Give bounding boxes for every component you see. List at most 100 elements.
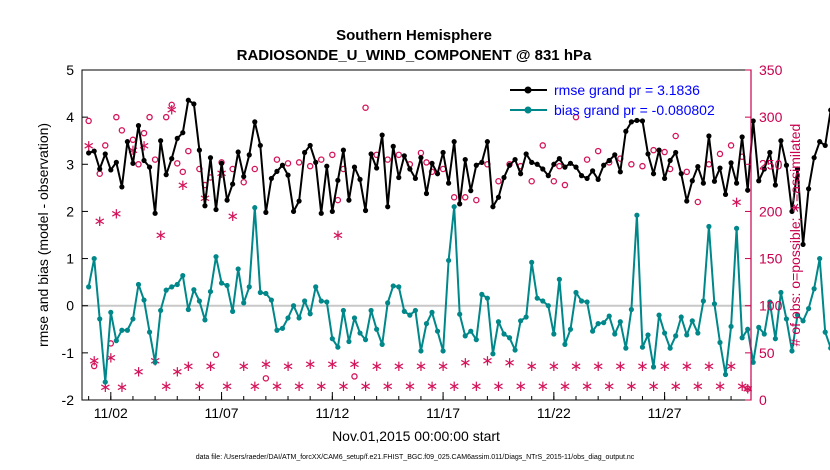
obs-possible-marker [639,162,646,170]
bias-series-point [185,306,191,313]
rmse-series-point [434,171,441,177]
bias-series-point [207,288,214,295]
bias-series-point [684,332,690,338]
rmse-series-point [656,147,662,153]
rmse-series-point [805,186,812,192]
bias-series-point [440,348,446,354]
obs-assimilated-marker: ∗ [570,357,583,375]
bias-series-point [429,309,435,315]
bias-series-point [545,303,551,309]
bias-series-point [501,331,507,337]
bias-series-point [479,291,485,297]
bias-series-point [385,300,391,306]
obs-possible-marker [716,150,724,158]
bias-series-point [357,330,363,336]
obs-assimilated-marker: ∗ [404,377,417,395]
rmse-series-point [479,159,485,165]
bias-series-point [551,331,557,337]
bias-series-point [302,298,308,304]
bias-series-point [811,286,817,292]
obs-possible-marker [384,156,391,163]
rmse-series-point [346,197,352,203]
obs-assimilated-marker: ∗ [381,377,394,395]
rmse-series-point [645,151,651,157]
obs-possible-marker [550,178,558,185]
obs-assimilated-marker: ∗ [165,101,178,119]
rmse-series-line [88,99,830,246]
bias-series-point [617,319,623,325]
rmse-series-point [263,209,269,215]
bias-series-point [241,300,247,306]
obs-assimilated-marker: ∗ [703,357,716,375]
obs-possible-marker [672,132,679,140]
bias-series-point [152,359,158,365]
legend-bias-label: bias grand pr = -0.080802 [554,102,715,118]
obs-assimilated-marker: ∗ [481,351,494,369]
obs-possible-marker [185,147,192,155]
bias-series-point [739,335,745,341]
rmse-series-point [700,180,706,186]
x-axis-label: Nov.01,2015 00:00:00 start [332,428,500,444]
bias-series-point [324,299,330,305]
bias-series-point [279,325,286,331]
right-tick-label: 300 [759,109,783,125]
bias-series-point [512,347,518,353]
obs-possible-marker [174,160,181,167]
obs-possible-marker [495,178,502,185]
rmse-series-point [185,97,191,103]
obs-assimilated-marker: ∗ [470,377,483,395]
obs-assimilated-marker: ∗ [415,357,428,375]
rmse-series-point [241,173,247,180]
obs-assimilated-marker: ∗ [154,226,167,244]
bias-series-point [595,321,601,327]
x-tick-label: 11/17 [426,405,460,421]
bias-series-point [113,338,119,344]
obs-assimilated-marker: ∗ [636,357,649,375]
bias-series-point [368,307,374,314]
right-tick-label: 50 [759,345,775,361]
obs-possible-marker [556,162,563,170]
legend-rmse-label: rmse grand pr = 3.1836 [554,82,700,98]
obs-assimilated-marker: ∗ [359,377,372,395]
bias-series-point [202,317,208,323]
obs-possible-marker [306,162,314,170]
bias-series-point [468,328,474,334]
obs-assimilated-marker: ∗ [525,357,538,375]
rmse-series-point [113,159,119,165]
obs-possible-marker [473,196,480,204]
obs-possible-marker [85,117,92,125]
x-tick-label: 11/12 [315,405,349,421]
bias-series-point [102,379,108,385]
rmse-series-point [778,138,784,144]
obs-assimilated-marker: ∗ [315,377,328,395]
bias-series-point [318,298,324,304]
obs-assimilated-marker: ∗ [503,353,516,371]
bias-series-point [451,204,457,210]
y-tick-label: 1 [66,251,74,267]
bias-series-point [362,337,369,343]
rmse-series-point [501,174,507,181]
bias-series-point [434,328,441,334]
rmse-series-point [235,149,241,155]
rmse-series-point [135,123,142,129]
obs-assimilated-marker: ∗ [237,357,250,375]
rmse-series-point [623,128,629,134]
rmse-series-point [484,139,490,145]
bias-series-point [817,255,823,262]
rmse-series-point [457,201,463,207]
obs-assimilated-marker: ∗ [116,378,129,396]
rmse-series-point [191,101,197,107]
bias-series-point [711,301,718,307]
bias-series-point [146,329,153,335]
bias-series-point [761,331,767,337]
rmse-series-point [207,155,214,161]
obs-possible-marker [179,168,187,176]
rmse-series-point [590,168,596,174]
bias-series-point [518,318,524,324]
y-tick-label: 3 [66,156,74,172]
obs-possible-marker [351,373,358,380]
bias-series-point [800,318,806,324]
bias-series-point [163,287,169,293]
rmse-series-point [429,160,435,166]
bias-series-point [86,284,92,290]
